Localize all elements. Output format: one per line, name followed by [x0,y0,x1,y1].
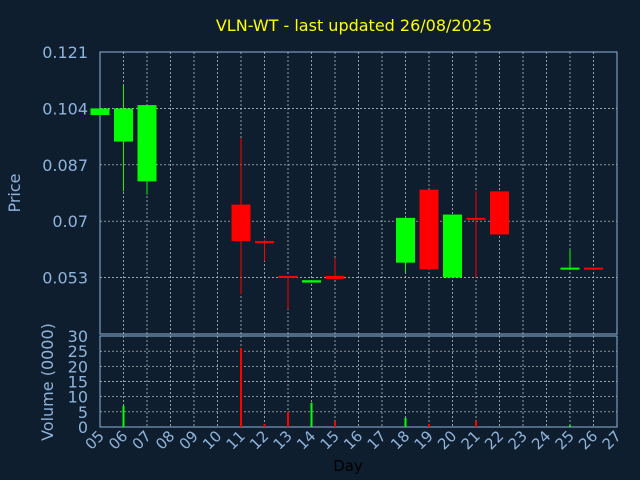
x-tick-label: 16 [340,427,366,453]
volume-bar [569,425,571,427]
volume-tick-label: 30 [68,327,88,346]
x-tick-label: 18 [387,427,413,453]
x-tick-label: 10 [199,427,225,453]
x-tick-label: 19 [411,427,437,453]
volume-tick-label: 25 [68,342,88,361]
x-tick-label: 24 [528,427,554,453]
volume-bar [428,423,430,427]
candle-body [302,280,321,283]
x-tick-label: 23 [505,427,531,453]
x-tick-label: 17 [364,427,390,453]
volume-tick-label: 20 [68,357,88,376]
x-axis-label: Day [333,457,363,475]
volume-bar [310,402,313,427]
x-tick-label: 21 [458,427,484,453]
volume-bar [122,405,125,427]
candle-body [490,191,509,235]
volume-bar [475,420,477,427]
price-tick-label: 0.104 [42,99,88,118]
x-tick-label: 09 [176,427,202,453]
x-tick-label: 20 [434,427,460,453]
price-tick-label: 0.087 [42,156,88,175]
candle-body [325,275,345,279]
x-tick-label: 26 [575,427,601,453]
x-tick-label: 27 [599,427,625,453]
volume-bar [287,411,289,427]
volume-bar [240,348,242,427]
volume-tick-label: 5 [78,403,88,422]
x-tick-label: 11 [223,427,249,453]
candle-body [90,108,110,116]
volume-tick-label: 0 [78,418,88,437]
price-tick-label: 0.121 [42,43,88,62]
volume-bar [334,420,336,427]
x-tick-label: 06 [105,427,131,453]
price-panel-frame [99,51,618,335]
volume-tick-label: 15 [68,373,88,392]
volume-panel-frame [99,335,618,428]
volume-bar [404,417,407,427]
x-tick-label: 08 [152,427,178,453]
volume-tick-label: 10 [68,388,88,407]
x-tick-label: 15 [317,427,343,453]
price-tick-label: 0.07 [52,212,88,231]
candle-body [278,275,298,278]
x-tick-label: 13 [270,427,296,453]
volume-axis-label: Volume (0000) [38,323,57,441]
candle-body [443,214,462,278]
candle-body [137,105,157,182]
candle-body [419,189,439,270]
volume-bar [263,423,266,427]
candle-body [560,267,580,270]
candle-body [466,217,486,220]
price-tick-label: 0.053 [42,269,88,288]
candle-body [114,108,133,142]
chart-title: VLN-WT - last updated 26/08/2025 [216,16,492,35]
price-axis-label: Price [5,173,24,212]
candle-body [255,241,274,244]
candle-body [231,204,251,242]
x-tick-label: 07 [129,427,155,453]
x-tick-label: 22 [481,427,507,453]
plot-area: 0.1210.1040.0870.070.0533025201510500506… [42,43,625,453]
x-tick-label: 14 [293,427,319,453]
x-tick-label: 25 [552,427,578,453]
candle-body [584,267,603,270]
candle-body [396,217,415,263]
x-tick-label: 12 [246,427,272,453]
